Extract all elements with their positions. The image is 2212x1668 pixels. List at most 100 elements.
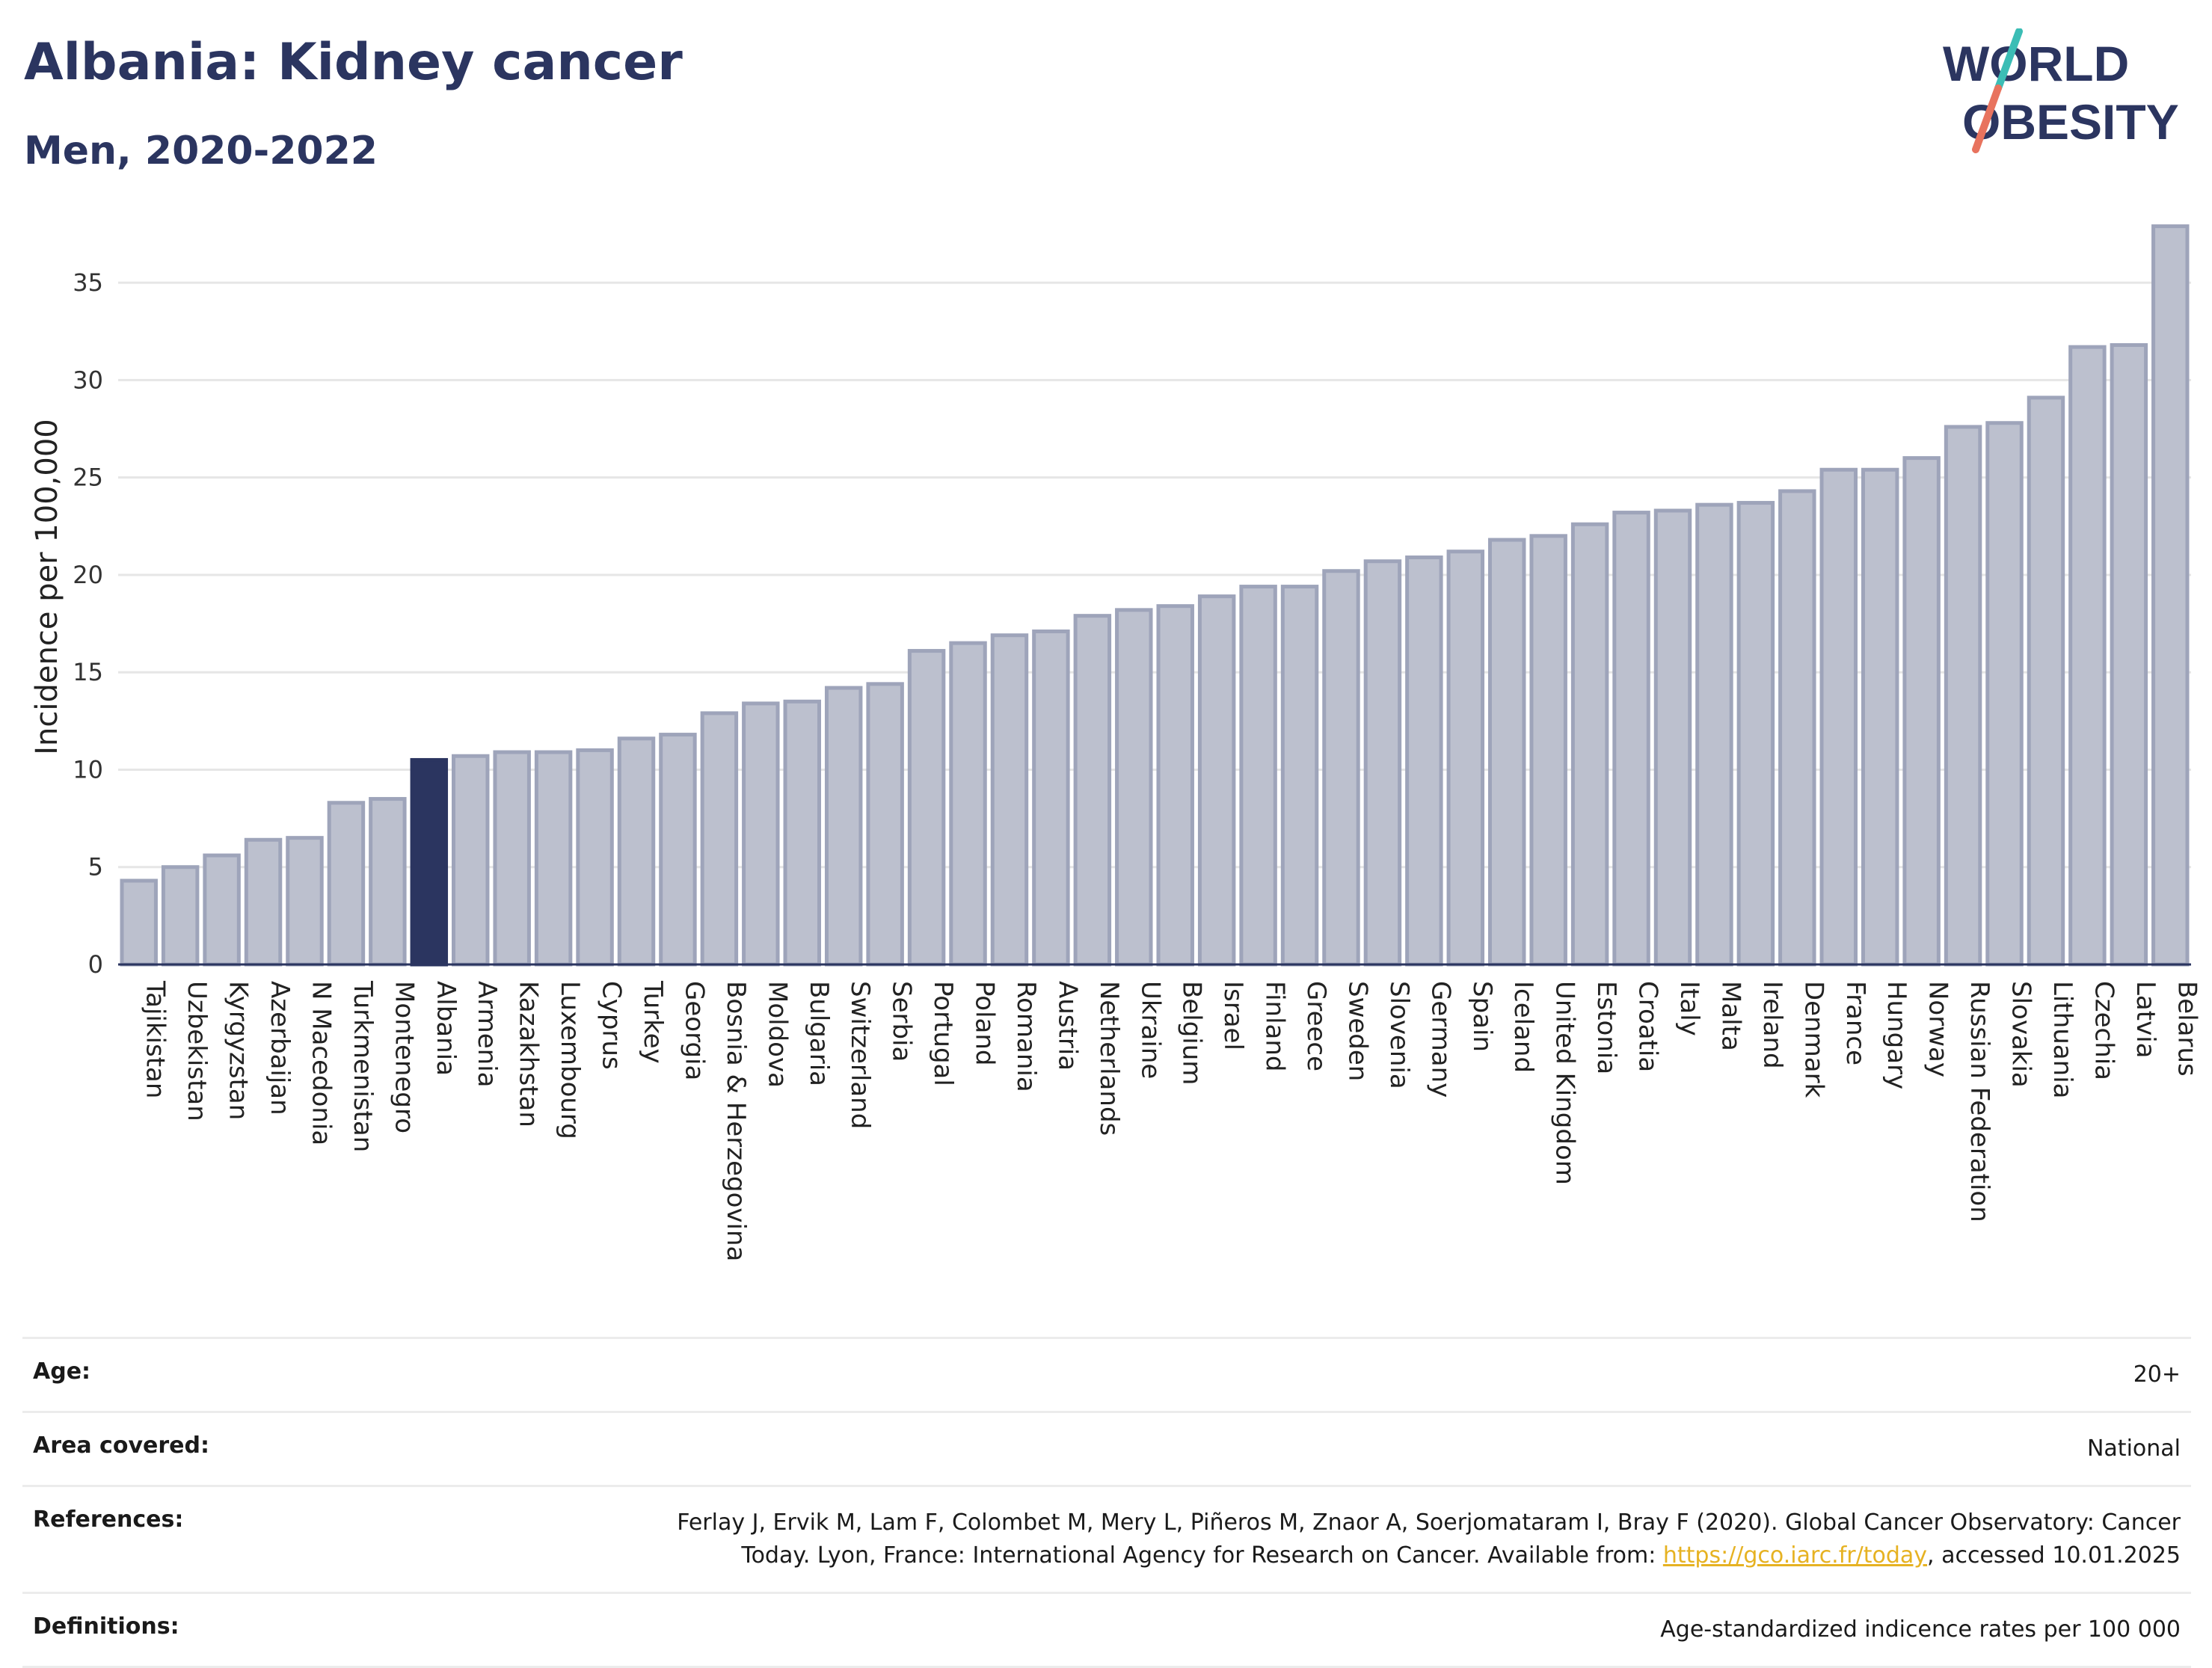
y-tick-label: 10 bbox=[73, 755, 103, 784]
x-tick-label: France bbox=[1840, 981, 1870, 1065]
bar bbox=[783, 699, 821, 967]
x-tick-label: United Kingdom bbox=[1550, 981, 1580, 1185]
info-row-references: References: Ferlay J, Ervik M, Lam F, Co… bbox=[22, 1487, 2191, 1594]
bar bbox=[2110, 343, 2148, 967]
bar bbox=[2151, 224, 2190, 967]
x-tick-label: Armenia bbox=[472, 981, 502, 1088]
bar bbox=[244, 837, 283, 967]
x-tick-label: Bosnia & Herzegovina bbox=[721, 981, 751, 1261]
y-tick-label: 15 bbox=[73, 658, 103, 686]
x-tick-label: Uzbekistan bbox=[182, 981, 212, 1121]
y-axis-label: Incidence per 100,000 bbox=[30, 419, 64, 755]
x-tick-label: Cyprus bbox=[597, 981, 627, 1070]
bar bbox=[949, 641, 987, 967]
x-tick-label: Norway bbox=[1923, 981, 1953, 1077]
bar bbox=[1363, 559, 1402, 967]
bar bbox=[1570, 522, 1609, 967]
x-tick-label: Bulgaria bbox=[804, 981, 834, 1086]
y-tick-label: 0 bbox=[88, 950, 103, 979]
chart-title: Albania: Kidney cancer bbox=[24, 33, 683, 92]
references-label: References: bbox=[33, 1507, 184, 1533]
bar bbox=[1488, 538, 1526, 967]
bar bbox=[203, 853, 241, 967]
bar bbox=[1944, 425, 1982, 967]
world-obesity-logo: WORLD OBESITY bbox=[1943, 28, 2179, 153]
bar bbox=[286, 836, 324, 967]
chart-subtitle: Men, 2020-2022 bbox=[24, 129, 378, 173]
bar bbox=[1612, 511, 1650, 967]
x-tick-label: Montenegro bbox=[389, 981, 419, 1133]
bar bbox=[907, 649, 946, 967]
definitions-label: Definitions: bbox=[33, 1613, 179, 1640]
bar bbox=[1902, 456, 1941, 967]
bar-chart: 0 5 10 15 20 25 30 35 Tajikistan Uzbekistan Kyrgyz… bbox=[30, 224, 2202, 1261]
x-tick-label: Netherlands bbox=[1094, 981, 1124, 1136]
x-tick-label: Kyrgyzstan bbox=[224, 981, 254, 1120]
bar bbox=[2068, 345, 2107, 967]
bar bbox=[327, 801, 366, 967]
x-tick-label: Ukraine bbox=[1135, 981, 1165, 1079]
bar bbox=[742, 701, 780, 967]
x-tick-label: Portugal bbox=[928, 981, 958, 1086]
x-tick-label: Belarus bbox=[2172, 981, 2202, 1077]
x-tick-label: Switzerland bbox=[845, 981, 875, 1129]
bar bbox=[1115, 608, 1153, 967]
y-tick-label: 25 bbox=[73, 464, 103, 492]
y-tick-label: 35 bbox=[73, 268, 103, 297]
bar bbox=[1073, 614, 1112, 967]
bar bbox=[824, 686, 863, 967]
area-label: Area covered: bbox=[33, 1432, 209, 1459]
x-tick-label: Denmark bbox=[1798, 981, 1828, 1098]
bar bbox=[1695, 502, 1733, 967]
x-tick-label: Serbia bbox=[887, 981, 917, 1062]
x-tick-label: Romania bbox=[1011, 981, 1041, 1092]
info-row-area: Area covered: National bbox=[22, 1413, 2191, 1487]
bar bbox=[1280, 585, 1319, 967]
references-link[interactable]: https://gco.iarc.fr/today bbox=[1662, 1542, 1928, 1569]
x-tick-label: Israel bbox=[1218, 981, 1248, 1050]
x-tick-label: Spain bbox=[1467, 981, 1497, 1052]
references-value: Ferlay J, Ervik M, Lam F, Colombet M, Me… bbox=[677, 1509, 2181, 1569]
bar bbox=[1819, 467, 1858, 967]
bar bbox=[659, 733, 697, 967]
x-tick-label: Ireland bbox=[1757, 981, 1787, 1069]
bar bbox=[700, 711, 739, 967]
x-tick-label: Latvia bbox=[2130, 981, 2160, 1059]
x-tick-label: Poland bbox=[970, 981, 1000, 1066]
bar bbox=[866, 682, 904, 967]
y-tick-label: 5 bbox=[88, 853, 103, 881]
bar bbox=[1529, 534, 1567, 967]
x-tick-label: Belgium bbox=[1177, 981, 1207, 1085]
x-tick-label: Luxembourg bbox=[555, 981, 585, 1139]
bar bbox=[1032, 630, 1070, 967]
bar bbox=[1322, 569, 1360, 967]
y-tick-label: 30 bbox=[73, 366, 103, 394]
bar bbox=[617, 736, 656, 967]
bar bbox=[120, 878, 158, 967]
svg-text:OBESITY: OBESITY bbox=[1962, 94, 2179, 150]
x-tick-label: Hungary bbox=[1881, 981, 1911, 1089]
x-tick-label: Estonia bbox=[1591, 981, 1621, 1074]
bar bbox=[1653, 508, 1692, 967]
x-tick-label: Finland bbox=[1260, 981, 1290, 1072]
bar bbox=[1446, 550, 1485, 967]
svg-text:WORLD: WORLD bbox=[1943, 36, 2129, 91]
area-value: National bbox=[2086, 1435, 2181, 1462]
x-tick-label: Turkmenistan bbox=[348, 980, 378, 1152]
x-tick-label: Italy bbox=[1674, 981, 1704, 1036]
bar bbox=[161, 865, 200, 967]
x-tick-label: Russian Federation bbox=[1964, 981, 1994, 1222]
x-tick-label: Czechia bbox=[2089, 981, 2119, 1080]
x-tick-label: Lithuania bbox=[2047, 981, 2077, 1098]
bar bbox=[990, 633, 1029, 967]
bar bbox=[2027, 396, 2065, 967]
x-tick-label: Germany bbox=[1425, 981, 1455, 1098]
x-tick-label: Georgia bbox=[679, 981, 709, 1080]
info-row-definitions: Definitions: Age-standardized indicence … bbox=[22, 1594, 2191, 1668]
bar bbox=[452, 754, 490, 967]
bar bbox=[369, 797, 407, 967]
info-table: Age: 20+ Area covered: National Referenc… bbox=[22, 1337, 2191, 1668]
x-tick-label: Greece bbox=[1301, 981, 1331, 1071]
bar bbox=[576, 748, 614, 967]
bar bbox=[1985, 421, 2024, 967]
